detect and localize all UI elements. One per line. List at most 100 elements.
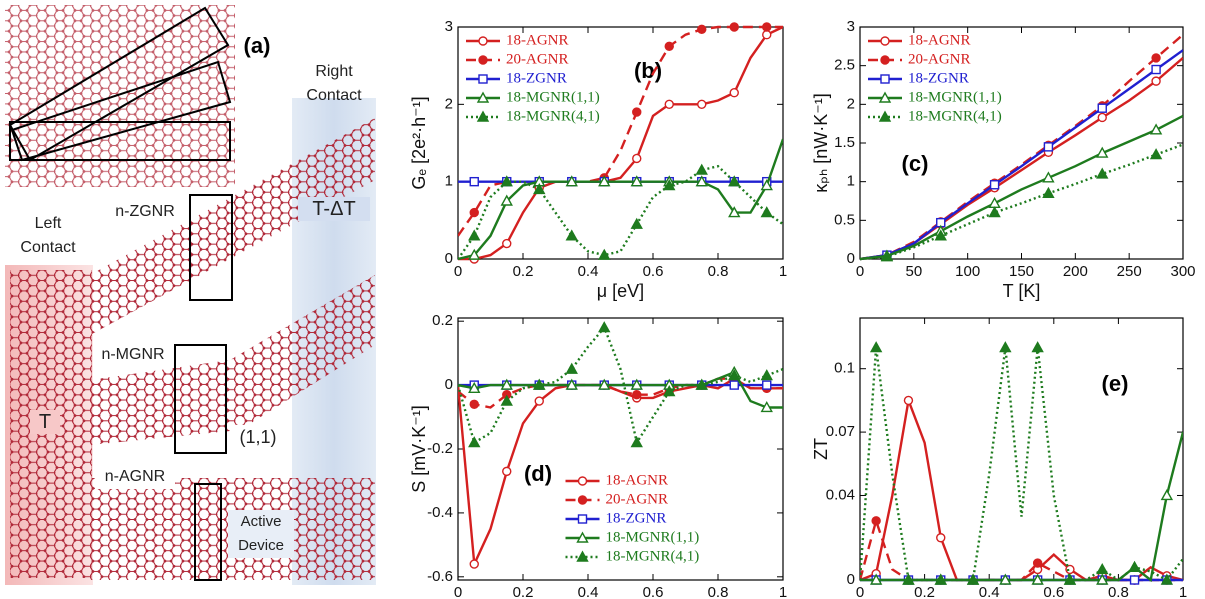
marker [999, 341, 1012, 353]
marker [478, 36, 488, 46]
marker [999, 573, 1012, 585]
marker [695, 175, 708, 187]
plot-area [458, 321, 783, 569]
marker [697, 24, 707, 35]
marker [664, 41, 674, 52]
marker [1097, 103, 1107, 113]
legend-label: 18-MGNR(4,1) [606, 548, 700, 564]
marker [880, 36, 890, 46]
legend-label: 18-ZGNR [506, 70, 567, 86]
marker [476, 91, 490, 103]
marker [1042, 171, 1055, 183]
marker [988, 206, 1001, 218]
panel-label: (e) [1102, 371, 1129, 396]
legend-label: 18-AGNR [606, 472, 669, 488]
device-label: Active Device [228, 510, 294, 558]
y-tick-label: -0.2 [427, 440, 453, 457]
x-tick-label: 0.8 [708, 584, 729, 599]
marker [695, 378, 708, 390]
legend-label: 18-MGNR(1,1) [908, 89, 1002, 105]
y-tick-label: 0.2 [432, 312, 453, 329]
x-tick-label: 0.2 [513, 263, 534, 280]
marker [1128, 560, 1141, 573]
y-tick-label: -0.4 [427, 504, 453, 521]
marker [468, 436, 481, 448]
series-line [458, 25, 783, 261]
marker [1043, 142, 1054, 152]
marker [1160, 573, 1174, 585]
y-tick-label: 0.1 [834, 360, 855, 377]
x-tick-label: 0.6 [643, 584, 664, 599]
x-tick-label: 0.4 [578, 263, 599, 280]
marker [577, 476, 588, 486]
y-tick-label: 2 [847, 95, 855, 112]
cut-box [10, 60, 232, 162]
marker [934, 229, 947, 241]
legend-label: 18-MGNR(4,1) [908, 108, 1002, 124]
marker [1096, 573, 1109, 585]
marker [469, 176, 479, 187]
cut-box [8, 6, 230, 162]
y-tick-label: 0.07 [826, 423, 855, 440]
ribbon-label: n-MGNR [93, 343, 173, 367]
x-tick-label: 250 [1117, 263, 1142, 280]
y-axis-label: κₚₕ [nW·K⁻¹] [811, 93, 831, 192]
marker [1160, 489, 1174, 501]
y-tick-label: 3 [445, 18, 453, 35]
contact-label: Left Contact [20, 215, 76, 256]
x-tick-label: 0 [454, 584, 462, 599]
marker [728, 369, 741, 381]
x-tick-label: 0 [856, 263, 864, 280]
marker [565, 378, 578, 390]
marker [760, 179, 773, 191]
marker [871, 516, 881, 526]
y-axis-label: ZT [811, 438, 831, 460]
marker [502, 238, 512, 249]
marker [1151, 64, 1161, 75]
marker [478, 74, 488, 84]
marker [577, 495, 588, 505]
marker [565, 362, 578, 374]
marker [966, 573, 980, 585]
x-tick-label: 0.4 [578, 584, 599, 599]
plot-frame [859, 317, 1184, 581]
mgnr-ribbon [90, 275, 375, 445]
marker [469, 399, 479, 409]
x-tick-label: 0.8 [708, 263, 729, 280]
marker [664, 99, 674, 110]
marker [476, 110, 490, 122]
marker [500, 175, 513, 187]
marker [1149, 148, 1163, 160]
x-tick-label: 0 [856, 584, 864, 599]
y-tick-label: 0 [847, 571, 855, 588]
temperature-label: T [30, 410, 60, 434]
y-tick-label: 0 [445, 376, 453, 393]
y-tick-label: 1 [847, 173, 855, 190]
y-tick-label: 2 [445, 95, 453, 112]
marker [1031, 573, 1044, 585]
marker [468, 381, 481, 393]
marker [869, 573, 883, 585]
ribbon-label: (1,1) [230, 425, 286, 449]
plot-frame [457, 26, 784, 260]
marker [729, 380, 739, 390]
legend-label: 20-AGNR [606, 491, 669, 507]
temperature-label: T-ΔT [298, 197, 370, 221]
marker [598, 248, 611, 260]
x-axis-label: μ [eV] [597, 281, 644, 301]
marker [695, 163, 708, 175]
x-tick-label: 0.4 [979, 584, 1000, 599]
marker [630, 175, 643, 187]
y-axis-label: S [mV·K⁻¹] [409, 405, 429, 493]
plot-area [860, 341, 1183, 585]
marker [728, 175, 741, 187]
marker [565, 175, 578, 187]
device-box [194, 483, 222, 581]
marker [598, 175, 611, 187]
legend-label: 18-ZGNR [606, 510, 667, 526]
ribbon-label: n-AGNR [95, 465, 175, 489]
marker [880, 250, 894, 262]
series-line [458, 164, 783, 260]
marker [1042, 186, 1055, 198]
